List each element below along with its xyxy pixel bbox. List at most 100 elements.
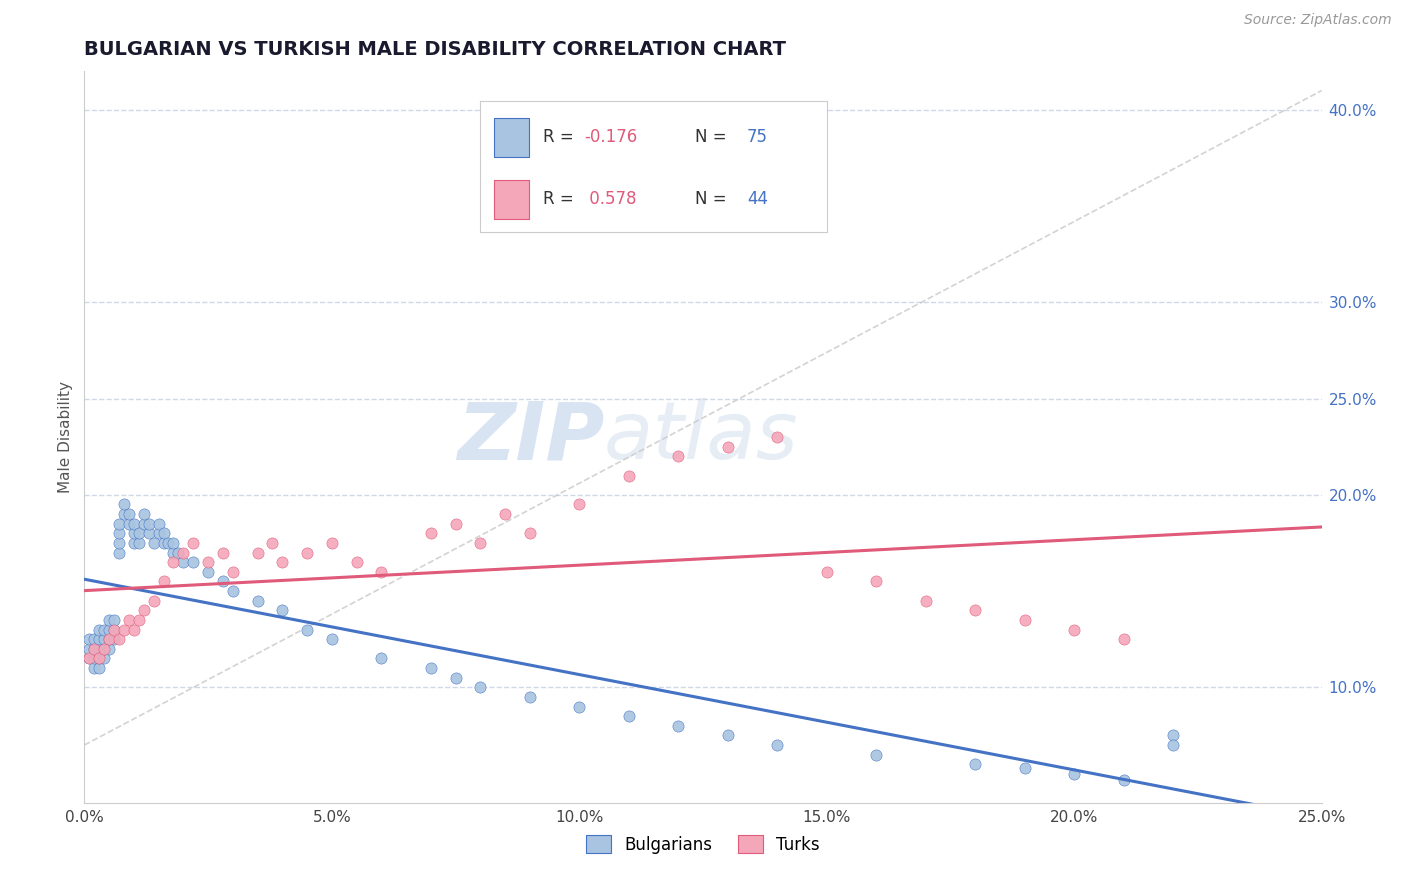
Point — [128, 613, 150, 627]
Point — [346, 555, 368, 569]
Text: ZIP: ZIP — [457, 398, 605, 476]
Y-axis label: Male Disability: Male Disability — [58, 381, 73, 493]
Point — [419, 526, 441, 541]
Point — [965, 757, 987, 772]
Point — [122, 623, 145, 637]
Point — [128, 526, 150, 541]
Point — [1112, 632, 1135, 647]
Point — [103, 623, 125, 637]
Point — [98, 623, 121, 637]
Point — [108, 516, 131, 531]
Point — [1063, 623, 1085, 637]
Point — [617, 468, 640, 483]
Point — [79, 651, 101, 665]
Point — [152, 536, 174, 550]
Point — [122, 526, 145, 541]
Point — [108, 545, 131, 559]
Point — [142, 536, 165, 550]
Point — [444, 516, 467, 531]
Point — [1014, 613, 1036, 627]
Point — [98, 632, 121, 647]
Point — [89, 651, 111, 665]
Point — [181, 536, 204, 550]
Point — [295, 545, 318, 559]
Point — [197, 555, 219, 569]
Point — [79, 651, 101, 665]
Point — [172, 555, 194, 569]
Point — [108, 632, 131, 647]
Point — [222, 565, 245, 579]
Point — [370, 651, 392, 665]
Point — [118, 507, 141, 521]
Point — [128, 536, 150, 550]
Point — [766, 738, 789, 752]
Point — [262, 536, 284, 550]
Point — [93, 641, 115, 656]
Point — [98, 641, 121, 656]
Point — [717, 728, 740, 742]
Point — [93, 651, 115, 665]
Point — [321, 632, 343, 647]
Point — [157, 536, 180, 550]
Point — [865, 747, 887, 762]
Point — [271, 555, 294, 569]
Point — [1063, 767, 1085, 781]
Point — [142, 593, 165, 607]
Point — [766, 430, 789, 444]
Point — [138, 516, 160, 531]
Point — [83, 632, 105, 647]
Point — [717, 440, 740, 454]
Point — [83, 641, 105, 656]
Point — [83, 661, 105, 675]
Point — [108, 536, 131, 550]
Point — [148, 516, 170, 531]
Point — [212, 545, 235, 559]
Text: BULGARIAN VS TURKISH MALE DISABILITY CORRELATION CHART: BULGARIAN VS TURKISH MALE DISABILITY COR… — [84, 39, 786, 59]
Point — [865, 574, 887, 589]
Point — [419, 661, 441, 675]
Point — [112, 498, 135, 512]
Point — [321, 536, 343, 550]
Point — [152, 526, 174, 541]
Point — [1014, 761, 1036, 775]
Point — [79, 632, 101, 647]
Point — [89, 661, 111, 675]
Point — [148, 526, 170, 541]
Legend: Bulgarians, Turks: Bulgarians, Turks — [579, 829, 827, 860]
Point — [98, 632, 121, 647]
Point — [122, 516, 145, 531]
Point — [1161, 728, 1184, 742]
Point — [162, 555, 184, 569]
Point — [98, 613, 121, 627]
Point — [112, 623, 135, 637]
Point — [494, 507, 516, 521]
Point — [152, 574, 174, 589]
Point — [162, 536, 184, 550]
Point — [470, 681, 492, 695]
Point — [470, 536, 492, 550]
Point — [617, 709, 640, 723]
Point — [1161, 738, 1184, 752]
Point — [89, 641, 111, 656]
Point — [93, 623, 115, 637]
Point — [132, 507, 155, 521]
Point — [271, 603, 294, 617]
Point — [89, 632, 111, 647]
Point — [79, 641, 101, 656]
Point — [103, 613, 125, 627]
Point — [181, 555, 204, 569]
Point — [246, 593, 269, 607]
Point — [93, 632, 115, 647]
Point — [132, 516, 155, 531]
Text: atlas: atlas — [605, 398, 799, 476]
Text: Source: ZipAtlas.com: Source: ZipAtlas.com — [1244, 13, 1392, 28]
Point — [246, 545, 269, 559]
Point — [222, 584, 245, 599]
Point — [370, 565, 392, 579]
Point — [172, 545, 194, 559]
Point — [666, 719, 689, 733]
Point — [122, 536, 145, 550]
Point — [89, 651, 111, 665]
Point — [93, 641, 115, 656]
Point — [914, 593, 936, 607]
